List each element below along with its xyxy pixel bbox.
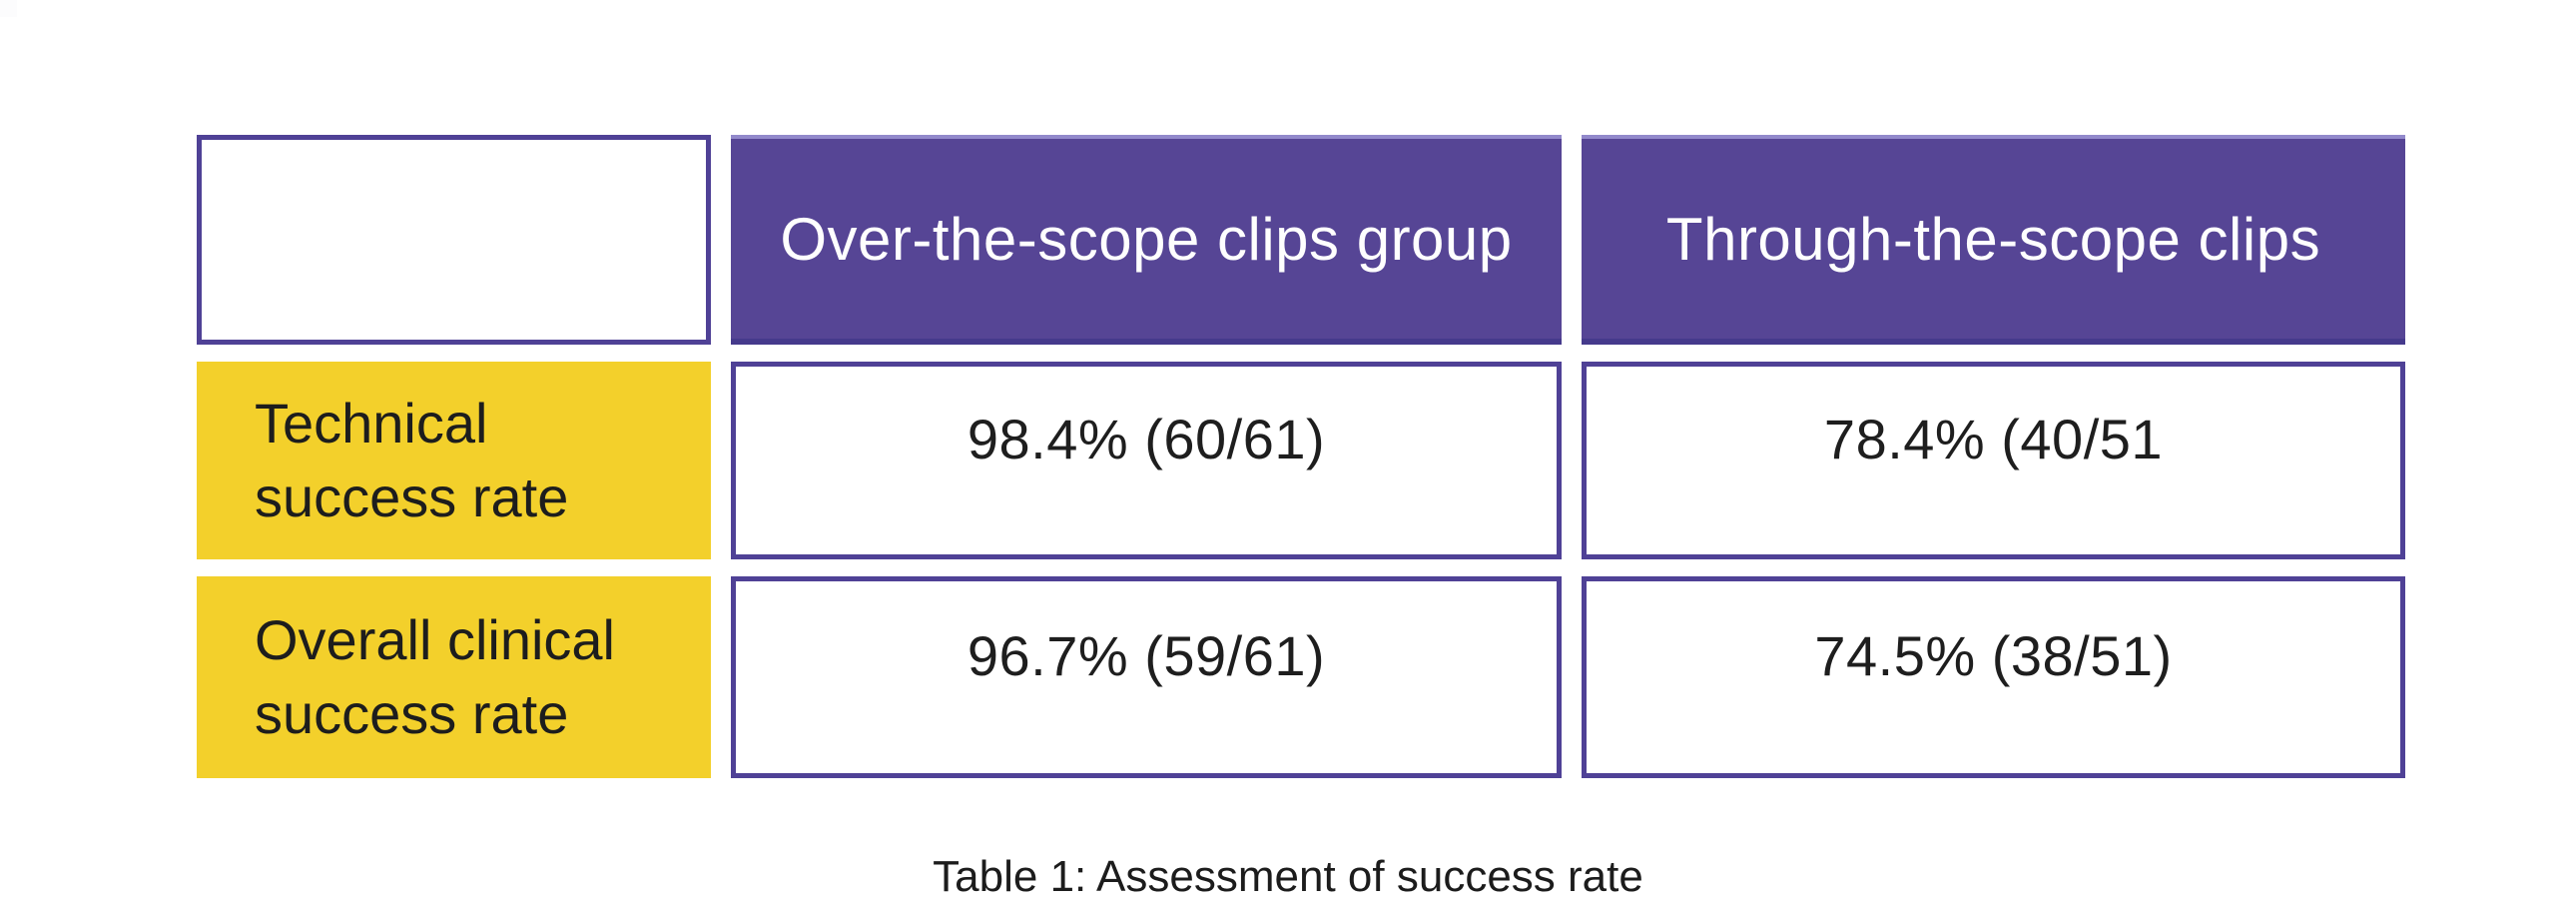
table-corner-empty-cell [197, 135, 711, 345]
row-label-overall-clinical-success-rate: Overall clinical success rate [197, 576, 711, 778]
decorative-corner-square [0, 0, 17, 17]
cell-overall-otsc: 96.7% (59/61) [731, 576, 1562, 778]
cell-technical-ttsc: 78.4% (40/51 [1582, 362, 2405, 559]
table-caption-text: Table 1: Assessment of success rate [933, 852, 1643, 901]
column-header-over-the-scope-label: Over-the-scope clips group [780, 205, 1513, 273]
column-header-over-the-scope: Over-the-scope clips group [731, 135, 1562, 345]
row-label-overall-clinical-success-rate-text: Overall clinical success rate [255, 608, 615, 745]
column-header-through-the-scope: Through-the-scope clips [1582, 135, 2405, 345]
row-label-technical-success-rate-text: Technical success rate [255, 392, 569, 528]
cell-overall-ttsc-value: 74.5% (38/51) [1814, 623, 2173, 687]
row-label-technical-success-rate: Technical success rate [197, 362, 711, 559]
cell-technical-otsc-value: 98.4% (60/61) [966, 407, 1326, 470]
table-caption: Table 1: Assessment of success rate [0, 851, 2576, 903]
column-header-through-the-scope-label: Through-the-scope clips [1665, 205, 2321, 273]
cell-technical-ttsc-value: 78.4% (40/51 [1823, 407, 2164, 470]
cell-technical-otsc: 98.4% (60/61) [731, 362, 1562, 559]
cell-overall-otsc-value: 96.7% (59/61) [966, 623, 1326, 687]
success-rate-table: Over-the-scope clips group Through-the-s… [197, 135, 2405, 778]
cell-overall-ttsc: 74.5% (38/51) [1582, 576, 2405, 778]
